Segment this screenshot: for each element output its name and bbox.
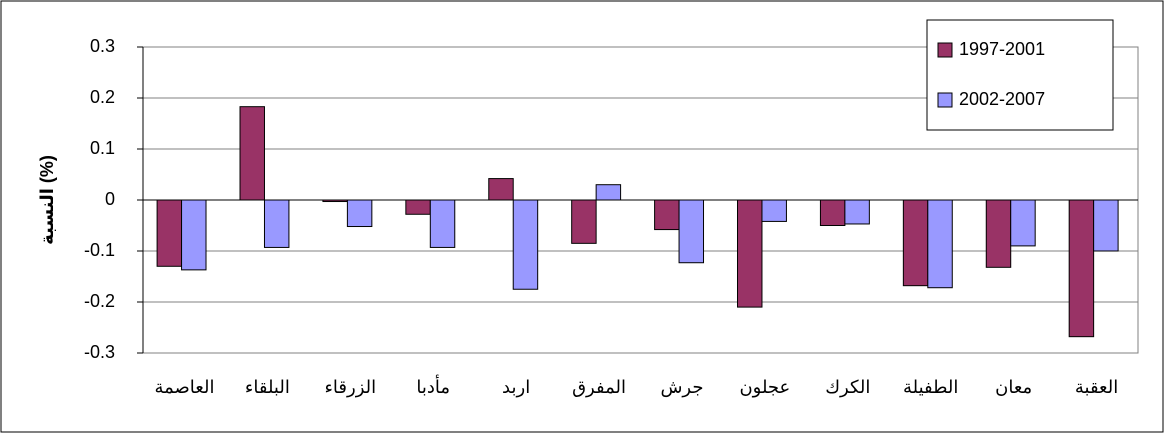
x-tick-label: الكرك bbox=[825, 377, 870, 398]
y-tick-label: 0.1 bbox=[90, 138, 115, 158]
bar bbox=[678, 199, 705, 264]
legend-box bbox=[926, 19, 1114, 131]
bar bbox=[181, 199, 207, 271]
y-tick-label: 0 bbox=[105, 189, 115, 209]
bar bbox=[985, 199, 1012, 268]
x-tick-label: مأدبا bbox=[416, 374, 450, 397]
x-tick-label: اربد bbox=[502, 377, 530, 397]
bar bbox=[819, 199, 846, 226]
bar bbox=[512, 199, 539, 290]
y-tick-label: -0.2 bbox=[84, 291, 115, 311]
x-tick-label: عجلون bbox=[739, 377, 790, 398]
bar bbox=[1093, 199, 1119, 252]
x-tick-label: العقبة bbox=[1075, 377, 1118, 397]
bar bbox=[263, 199, 290, 248]
bar bbox=[737, 199, 763, 308]
legend-swatch bbox=[937, 92, 953, 108]
bar bbox=[1068, 199, 1095, 338]
x-tick-label: الطفيلة bbox=[903, 377, 958, 397]
bar bbox=[844, 199, 870, 225]
y-tick-label: 0.2 bbox=[90, 87, 115, 107]
y-tick-label: -0.3 bbox=[84, 342, 115, 362]
legend-label: 1997-2001 bbox=[959, 39, 1045, 59]
x-tick-label: الزرقاء bbox=[324, 377, 376, 398]
legend-label: 2002-2007 bbox=[959, 89, 1045, 109]
bar bbox=[1010, 199, 1036, 247]
y-tick-label: 0.3 bbox=[90, 36, 115, 56]
bar bbox=[405, 199, 431, 215]
bar bbox=[156, 199, 183, 267]
x-tick-label: العاصمة bbox=[154, 377, 214, 397]
bar bbox=[595, 184, 622, 201]
bar bbox=[902, 199, 929, 287]
bar bbox=[488, 178, 514, 201]
bar bbox=[571, 199, 597, 244]
legend-swatch bbox=[937, 42, 953, 58]
bar bbox=[654, 199, 680, 231]
bar bbox=[761, 199, 787, 222]
x-tick-label: معان bbox=[995, 377, 1032, 397]
bar bbox=[927, 199, 953, 289]
x-tick-label: جرش bbox=[660, 377, 703, 398]
bar bbox=[239, 106, 265, 201]
x-tick-label: البلقاء bbox=[245, 377, 290, 397]
y-axis-title: النسبة (%) bbox=[37, 155, 57, 245]
bar bbox=[429, 199, 456, 248]
bar bbox=[346, 199, 373, 228]
x-tick-label: المفرق bbox=[572, 377, 626, 398]
y-tick-label: -0.1 bbox=[84, 240, 115, 260]
